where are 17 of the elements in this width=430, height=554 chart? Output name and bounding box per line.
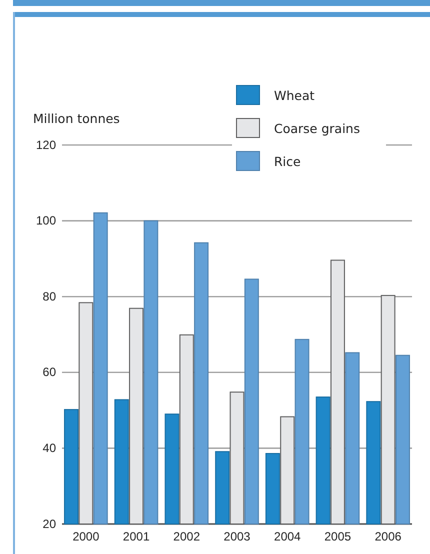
legend-label: Wheat xyxy=(274,88,315,103)
x-tick-label: 2003 xyxy=(224,530,251,544)
x-tick-label: 2004 xyxy=(274,530,302,544)
x-tick-label: 2000 xyxy=(72,530,100,544)
legend-label: Rice xyxy=(274,154,302,169)
legend-label: Coarse grains xyxy=(274,121,360,136)
x-tick-label: 2006 xyxy=(374,530,402,544)
y-tick-label: 80 xyxy=(42,289,56,304)
y-tick-label: 100 xyxy=(36,214,56,228)
x-tick-label: 2001 xyxy=(122,530,150,544)
y-tick-label: 120 xyxy=(36,138,56,152)
y-tick-label: 60 xyxy=(42,365,56,380)
x-tick-label: 2002 xyxy=(173,530,200,544)
x-tick-label: 2005 xyxy=(324,530,352,544)
y-tick-label: 20 xyxy=(42,516,56,531)
y-axis-title: Million tonnes xyxy=(33,111,120,126)
y-tick-label: 40 xyxy=(42,441,56,456)
